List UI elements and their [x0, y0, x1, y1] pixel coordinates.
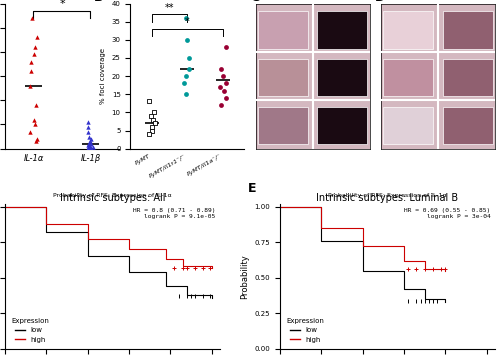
FancyBboxPatch shape — [317, 11, 368, 48]
Text: Probability of RFS: Expression of IL-1α: Probability of RFS: Expression of IL-1α — [328, 193, 447, 198]
Point — [84, 124, 92, 130]
Point — [86, 145, 94, 151]
Legend: low, high: low, high — [8, 315, 52, 345]
Point — [26, 59, 34, 64]
Point — [86, 143, 94, 149]
Point — [220, 88, 228, 94]
FancyBboxPatch shape — [384, 11, 434, 48]
Point — [222, 44, 230, 50]
Point — [86, 136, 94, 142]
Point — [31, 122, 39, 127]
FancyBboxPatch shape — [384, 59, 434, 96]
Point — [150, 110, 158, 115]
Point — [85, 140, 93, 146]
Point — [184, 37, 192, 43]
Point — [186, 66, 194, 72]
Point — [151, 120, 159, 126]
Text: B: B — [94, 0, 104, 4]
Point — [218, 73, 226, 79]
Point — [216, 84, 224, 90]
Point — [33, 35, 41, 40]
Point — [222, 80, 230, 86]
Point — [88, 141, 96, 147]
Text: HR = 0.69 (0.55 - 0.85)
logrank P = 3e-04: HR = 0.69 (0.55 - 0.85) logrank P = 3e-0… — [404, 208, 490, 219]
Text: C: C — [250, 0, 259, 4]
FancyBboxPatch shape — [384, 106, 434, 144]
Point — [26, 129, 34, 135]
Point — [148, 124, 156, 130]
Point — [182, 73, 190, 79]
Text: D: D — [376, 0, 386, 4]
Text: *: * — [185, 17, 190, 27]
Point — [32, 44, 40, 50]
Title: Intrinsic subtypes: All: Intrinsic subtypes: All — [60, 193, 165, 203]
Point — [180, 80, 188, 86]
FancyBboxPatch shape — [442, 59, 492, 96]
Text: Probability of RFS: Expression of IL-1α: Probability of RFS: Expression of IL-1α — [53, 193, 172, 198]
Point — [88, 144, 96, 150]
FancyBboxPatch shape — [258, 11, 308, 48]
Point — [150, 117, 158, 122]
Point — [86, 138, 94, 144]
Title: Intrinsic subtypes: Luminal B: Intrinsic subtypes: Luminal B — [316, 193, 458, 203]
Point — [86, 144, 94, 150]
Point — [148, 128, 156, 134]
Point — [32, 102, 40, 108]
Point — [184, 55, 192, 61]
Text: **: ** — [165, 2, 174, 12]
Text: *: * — [59, 0, 65, 9]
Point — [30, 117, 38, 122]
FancyBboxPatch shape — [258, 59, 308, 96]
Point — [182, 91, 190, 97]
FancyBboxPatch shape — [317, 59, 368, 96]
Point — [222, 95, 230, 101]
Point — [26, 83, 34, 89]
Text: E: E — [248, 182, 256, 195]
Point — [84, 119, 92, 125]
Point — [32, 138, 40, 144]
FancyBboxPatch shape — [317, 106, 368, 144]
Point — [85, 134, 93, 140]
Text: HR = 0.8 (0.71 - 0.89)
logrank P = 9.1e-05: HR = 0.8 (0.71 - 0.89) logrank P = 9.1e-… — [133, 208, 216, 219]
Y-axis label: % foci coverage: % foci coverage — [100, 48, 106, 104]
Point — [144, 131, 152, 137]
Point — [84, 142, 92, 148]
Legend: low, high: low, high — [284, 315, 327, 345]
Point — [26, 68, 34, 74]
Point — [217, 66, 225, 72]
FancyBboxPatch shape — [442, 11, 492, 48]
Point — [85, 143, 93, 148]
Y-axis label: Probability: Probability — [240, 254, 249, 299]
Point — [148, 113, 156, 119]
Point — [144, 99, 152, 104]
Point — [33, 136, 41, 142]
Point — [84, 145, 92, 151]
Point — [84, 129, 92, 135]
Point — [182, 15, 190, 21]
FancyBboxPatch shape — [442, 106, 492, 144]
Point — [28, 15, 36, 21]
FancyBboxPatch shape — [258, 106, 308, 144]
Point — [217, 102, 225, 108]
Point — [30, 52, 38, 57]
